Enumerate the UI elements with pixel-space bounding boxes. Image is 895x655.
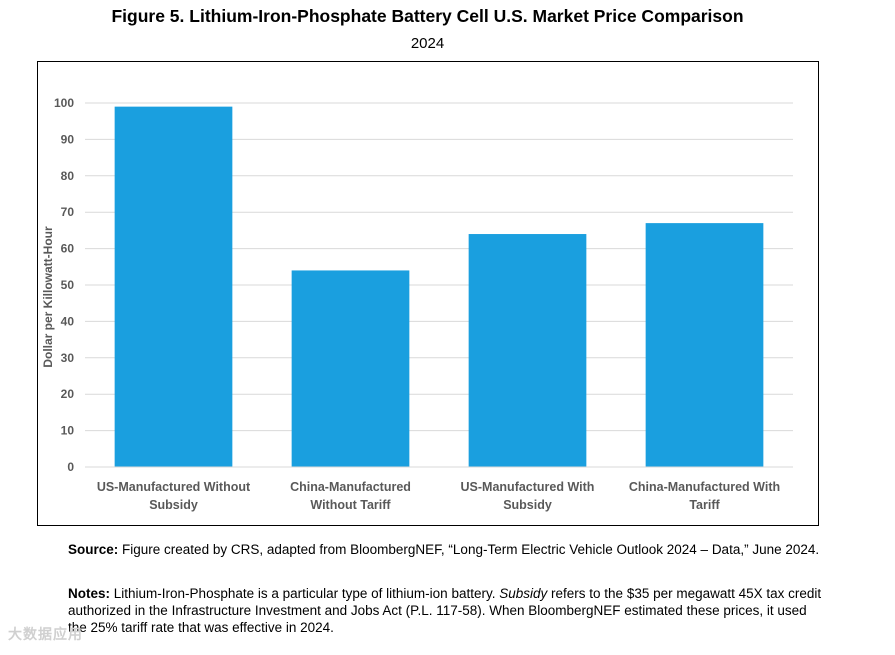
bar: [114, 106, 233, 467]
x-category-label: China-Manufactured With: [629, 480, 780, 494]
notes-text-2: refers to the $35 per megawatt 45X tax c…: [68, 586, 822, 635]
y-tick-label: 50: [61, 278, 75, 292]
y-tick-label: 20: [61, 387, 75, 401]
notes-italic-term: Subsidy: [499, 586, 548, 601]
y-axis-label: Dollar per Killowatt-Hour: [41, 226, 55, 368]
bar: [645, 223, 764, 467]
y-tick-label: 70: [61, 205, 75, 219]
notes-label: Notes:: [68, 586, 111, 601]
bar: [291, 270, 410, 467]
y-tick-label: 40: [61, 314, 75, 328]
watermark: 大数据应用: [8, 626, 83, 642]
source-note: Source: Figure created by CRS, adapted f…: [68, 541, 828, 558]
y-tick-label: 10: [61, 424, 75, 438]
y-tick-label: 30: [61, 351, 75, 365]
figure-subtitle: 2024: [410, 35, 445, 52]
y-tick-label: 0: [67, 460, 74, 474]
x-category-label: China-Manufactured: [290, 480, 411, 494]
x-category-label: US-Manufactured Without: [97, 480, 251, 494]
x-category-label: Subsidy: [503, 498, 552, 512]
x-category-label: Without Tariff: [310, 498, 391, 512]
chart-frame: 0 10 20 30 40 50 60 70 80 90 100 US-Manufactured Wi…: [37, 61, 819, 526]
source-label: Source:: [68, 542, 119, 557]
x-category-label: Tariff: [689, 498, 720, 512]
bar-chart: 0 10 20 30 40 50 60 70 80 90 100 US-Manufactured Wi…: [41, 96, 793, 512]
y-tick-label: 90: [61, 132, 75, 146]
figure-title: Figure 5. Lithium-Iron-Phosphate Battery…: [111, 6, 744, 26]
y-tick-label: 60: [61, 242, 75, 256]
notes-text-1: Lithium-Iron-Phosphate is a particular t…: [113, 586, 496, 601]
source-text: Figure created by CRS, adapted from Bloo…: [122, 542, 820, 557]
bar: [468, 234, 587, 467]
y-tick-label: 80: [61, 169, 75, 183]
y-tick-label: 100: [54, 96, 74, 110]
x-category-label: US-Manufactured With: [461, 480, 595, 494]
x-category-label: Subsidy: [149, 498, 198, 512]
notes-block: Notes: Lithium-Iron-Phosphate is a parti…: [68, 585, 828, 636]
